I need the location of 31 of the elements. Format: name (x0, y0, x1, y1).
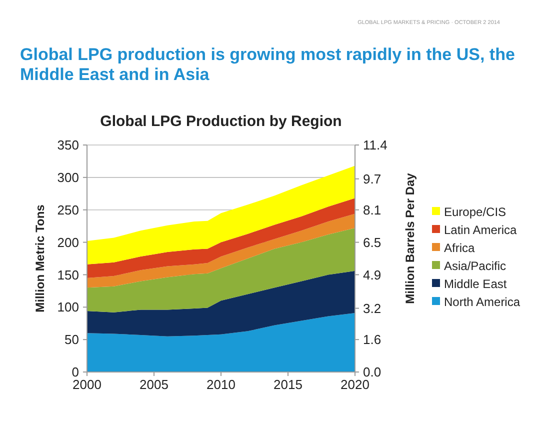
legend-label: Latin America (444, 223, 518, 238)
legend-label: Asia/Pacific (444, 259, 506, 274)
y-tick-label: 300 (57, 170, 79, 185)
chart-title: Global LPG production is growing most rapidly in the US, the Middle East and in Asia (20, 45, 515, 84)
y-tick-label: 50 (64, 332, 79, 348)
y-tick-label: 100 (57, 300, 79, 315)
y-axis-title: Million Metric Tons (33, 204, 47, 312)
y-tick-label: 150 (57, 267, 79, 282)
y-tick-label: 200 (57, 234, 79, 250)
x-tick-label: 2020 (340, 377, 370, 392)
x-tick-label: 2010 (206, 377, 236, 392)
y2-tick-label: 11.4 (363, 138, 388, 153)
y2-tick-label: 4.9 (363, 267, 382, 282)
y-tick-label: 250 (57, 202, 79, 218)
legend-label: Europe/CIS (444, 205, 506, 220)
chart-subtitle: Global LPG Production by Region (100, 113, 342, 130)
y2-axis-title: Million Barrels Per Day (403, 172, 417, 304)
y-tick-label: 350 (57, 138, 79, 153)
y2-tick-label: 1.6 (363, 332, 382, 348)
legend-label: North America (444, 295, 520, 310)
y2-tick-label: 9.7 (363, 171, 382, 186)
y2-tick-label: 8.1 (363, 202, 382, 218)
y-tick-label: 0 (72, 364, 79, 380)
x-tick-label: 2015 (274, 377, 302, 392)
x-tick-label: 2005 (140, 377, 168, 392)
y2-tick-label: 0.0 (363, 364, 382, 380)
x-tick-label: 2000 (72, 377, 102, 392)
legend-label: Africa (444, 241, 475, 256)
legend-label: Middle East (444, 277, 508, 292)
y2-tick-label: 3.2 (363, 300, 382, 316)
y2-tick-label: 6.5 (363, 234, 382, 250)
